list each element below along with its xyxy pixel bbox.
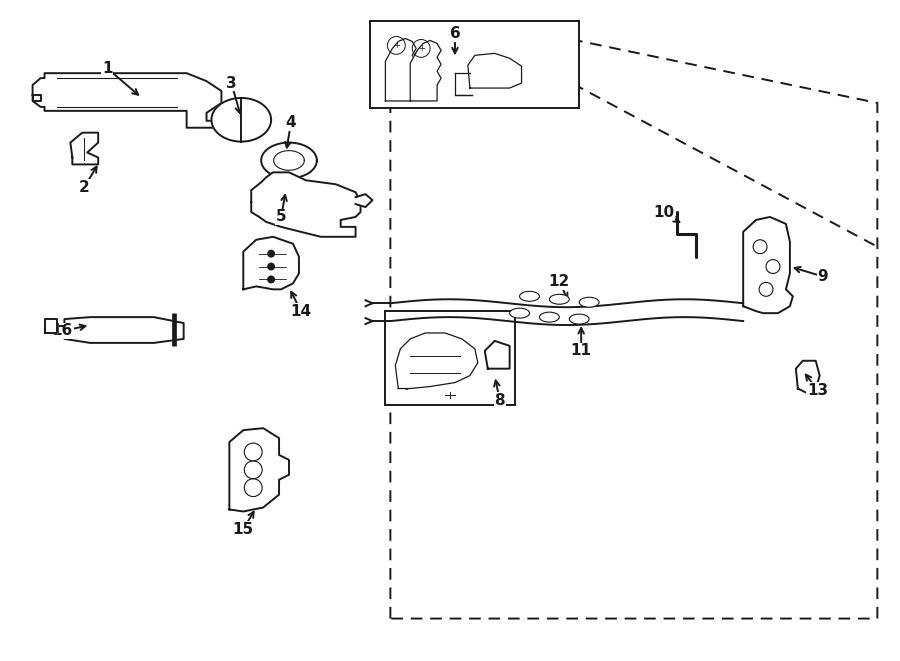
Polygon shape <box>385 38 416 101</box>
Polygon shape <box>212 98 271 141</box>
Text: 12: 12 <box>549 274 570 289</box>
Text: 10: 10 <box>653 204 674 219</box>
Text: 5: 5 <box>275 210 286 225</box>
Ellipse shape <box>539 312 559 322</box>
Text: 7: 7 <box>403 378 414 393</box>
Polygon shape <box>395 333 478 389</box>
Text: 1: 1 <box>102 61 112 76</box>
Polygon shape <box>743 217 793 313</box>
Text: 3: 3 <box>226 75 237 91</box>
Circle shape <box>267 262 275 270</box>
Polygon shape <box>261 143 317 178</box>
Polygon shape <box>32 73 221 128</box>
Text: 2: 2 <box>79 180 90 195</box>
Bar <box>385 311 515 405</box>
Circle shape <box>267 250 275 258</box>
Ellipse shape <box>509 308 529 318</box>
Ellipse shape <box>519 292 539 301</box>
Text: 9: 9 <box>817 269 828 284</box>
Text: 6: 6 <box>450 26 460 41</box>
Polygon shape <box>410 40 441 101</box>
Text: 14: 14 <box>291 303 311 319</box>
Circle shape <box>267 276 275 284</box>
Ellipse shape <box>580 297 599 307</box>
Polygon shape <box>356 194 373 207</box>
Text: 8: 8 <box>494 393 505 408</box>
Polygon shape <box>251 173 361 237</box>
Polygon shape <box>274 151 304 171</box>
Text: 4: 4 <box>285 115 296 130</box>
Ellipse shape <box>570 314 590 324</box>
Bar <box>371 20 580 108</box>
Text: 16: 16 <box>52 323 73 338</box>
Text: +: + <box>418 44 425 53</box>
Polygon shape <box>230 428 289 512</box>
Polygon shape <box>44 319 58 333</box>
Text: +: + <box>393 41 400 50</box>
Polygon shape <box>796 361 820 393</box>
Text: 15: 15 <box>233 522 254 537</box>
Polygon shape <box>65 317 184 343</box>
Polygon shape <box>243 237 299 290</box>
Text: 13: 13 <box>807 383 828 398</box>
Text: 11: 11 <box>571 343 591 358</box>
Polygon shape <box>468 54 522 88</box>
Polygon shape <box>70 133 98 165</box>
Ellipse shape <box>549 294 570 304</box>
Polygon shape <box>485 341 509 369</box>
